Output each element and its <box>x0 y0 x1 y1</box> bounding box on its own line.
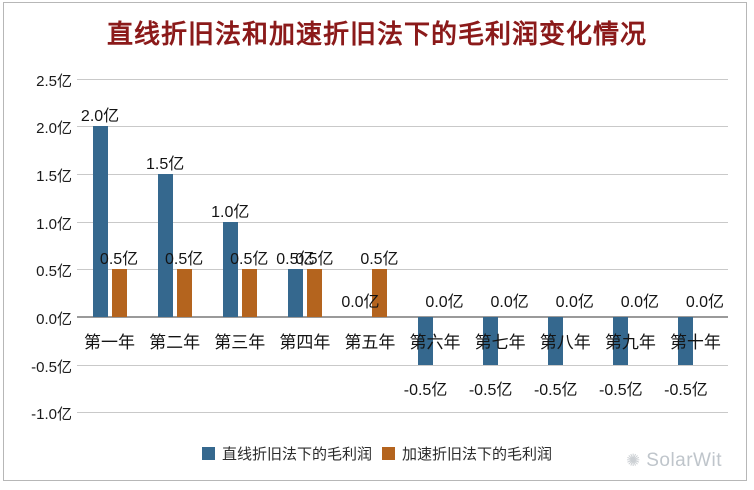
x-axis-label: 第八年 <box>539 333 591 352</box>
bar-series-1 <box>287 269 303 317</box>
outer-frame <box>3 2 747 481</box>
bar-series-2 <box>306 269 322 317</box>
y-axis-tick: 1.5亿 <box>36 168 72 186</box>
data-label: 1.0亿 <box>211 203 250 221</box>
data-label: -0.5亿 <box>664 381 708 399</box>
legend-label: 直线折旧法下的毛利润 <box>221 445 372 463</box>
bar-series-1 <box>548 317 564 365</box>
y-axis-tick: 2.5亿 <box>36 72 72 90</box>
bar-series-2 <box>176 269 192 317</box>
legend-label: 加速折旧法下的毛利润 <box>402 445 553 463</box>
gridline <box>77 412 728 414</box>
data-label: -0.5亿 <box>599 381 643 399</box>
data-label: 0.0亿 <box>425 294 464 311</box>
y-axis-tick: -1.0亿 <box>31 406 72 424</box>
bar-series-2 <box>241 269 257 317</box>
data-label: 0.0亿 <box>555 294 594 311</box>
x-axis-label: 第四年 <box>279 333 331 352</box>
data-label: -0.5亿 <box>403 381 448 399</box>
bar-series-1 <box>92 126 108 317</box>
x-axis-label: 第二年 <box>149 333 201 352</box>
legend-item-2: 加速折旧法下的毛利润 <box>382 443 552 464</box>
x-axis-label: 第六年 <box>409 333 461 352</box>
chart-title: 直线折旧法和加速折旧法下的毛利润变化情况 <box>106 20 647 49</box>
data-label: 0.5亿 <box>295 251 334 269</box>
x-axis-label: 第一年 <box>84 333 136 352</box>
watermark-text: SolarWit <box>646 450 722 471</box>
data-label: 0.5亿 <box>276 251 315 269</box>
data-label: -0.5亿 <box>533 381 578 399</box>
x-axis-label: 第七年 <box>474 333 526 352</box>
x-axis-label: 第十年 <box>669 333 721 352</box>
bar-series-1 <box>613 317 629 365</box>
gridline <box>77 316 728 318</box>
data-label: 0.5亿 <box>230 251 269 269</box>
y-axis-tick: 2.0亿 <box>36 120 72 138</box>
legend: 直线折旧法下的毛利润 加速折旧法下的毛利润 <box>0 441 754 465</box>
bar-series-1 <box>483 317 499 365</box>
bar-series-1 <box>157 174 173 317</box>
bar-series-1 <box>678 317 694 365</box>
gridline <box>77 221 728 223</box>
bar-series-1 <box>418 317 434 365</box>
legend-swatch <box>201 446 215 460</box>
data-label: 2.0亿 <box>80 108 120 126</box>
legend-swatch <box>382 446 395 460</box>
bar-series-2 <box>111 269 127 317</box>
y-axis-tick: -0.5亿 <box>31 358 72 376</box>
data-label: 0.0亿 <box>490 294 529 311</box>
data-label: 0.5亿 <box>99 251 139 269</box>
x-axis-label: 第五年 <box>344 333 396 352</box>
watermark: ✺ SolarWit <box>626 450 722 472</box>
gridline <box>77 78 728 80</box>
bar-series-2 <box>371 269 387 317</box>
sun-icon: ✺ <box>625 451 641 470</box>
data-label: 0.5亿 <box>360 251 399 269</box>
gridline <box>77 126 728 128</box>
data-label: 0.0亿 <box>341 294 380 311</box>
gridline <box>77 364 728 366</box>
data-label: 0.0亿 <box>620 294 659 311</box>
y-axis-tick: 1.0亿 <box>36 215 72 233</box>
y-axis-tick: 0.0亿 <box>36 311 72 328</box>
data-label: 0.5亿 <box>165 251 204 269</box>
data-label: -0.5亿 <box>468 381 513 399</box>
x-axis-label: 第九年 <box>604 333 656 352</box>
data-label: 0.0亿 <box>685 294 725 311</box>
x-axis-label: 第三年 <box>214 333 266 352</box>
gridline <box>77 269 728 271</box>
legend-item-1: 直线折旧法下的毛利润 <box>201 443 372 464</box>
y-axis-tick: 0.5亿 <box>36 263 72 281</box>
bar-series-1 <box>222 221 238 317</box>
gridline <box>77 174 728 176</box>
data-label: 1.5亿 <box>146 156 185 174</box>
